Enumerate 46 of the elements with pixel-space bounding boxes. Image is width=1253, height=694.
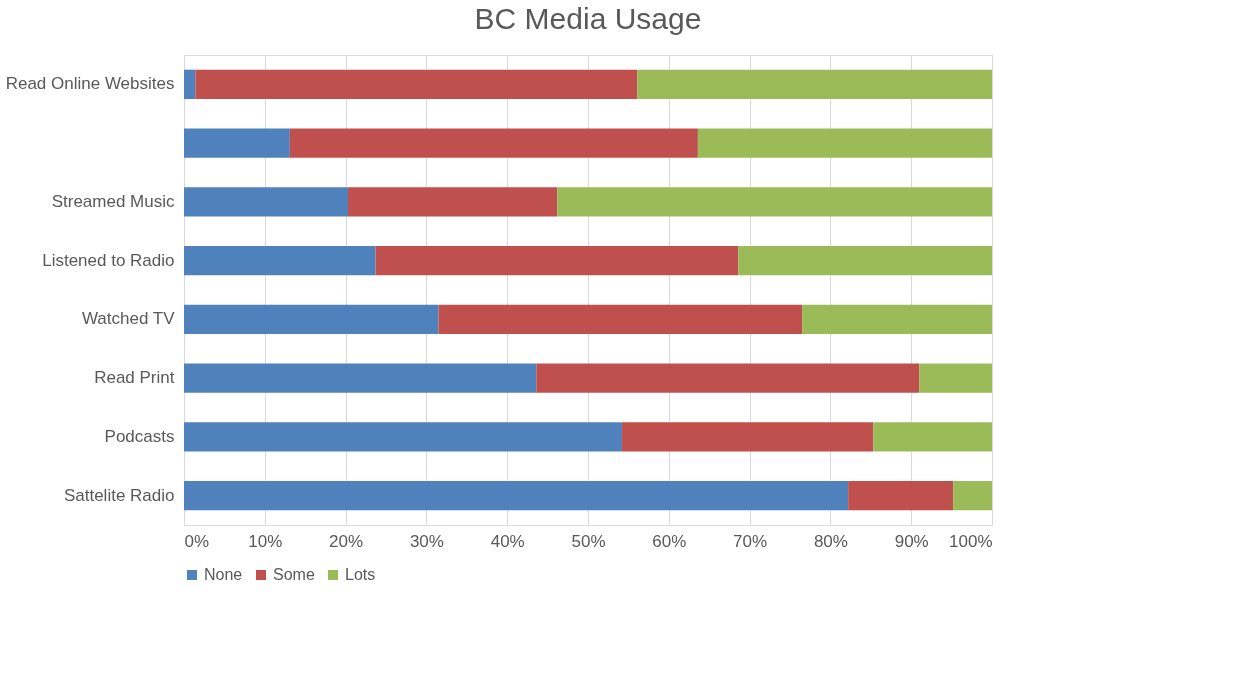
bar <box>873 422 992 452</box>
x-tick-label: 80% <box>813 531 848 551</box>
bar <box>637 69 992 100</box>
y-tick-label: Streamed Music <box>51 191 175 211</box>
x-tick-label: 70% <box>733 531 768 551</box>
y-tick-label: Read Online Websites <box>5 74 175 94</box>
bar <box>184 304 439 335</box>
x-tick-label: 0% <box>184 531 210 551</box>
y-tick-label: Read Print <box>94 368 175 388</box>
x-tick-label: 50% <box>571 531 606 551</box>
x-tick-label: 30% <box>409 531 444 551</box>
bar <box>195 69 638 100</box>
bar <box>184 69 196 100</box>
x-tick-label: 100% <box>949 531 993 551</box>
legend-label: None <box>204 566 243 583</box>
bar <box>953 480 992 511</box>
bar <box>184 245 376 276</box>
bar <box>697 128 992 158</box>
x-tick-label: 40% <box>490 531 525 551</box>
bar <box>184 422 622 452</box>
bar <box>536 363 920 393</box>
bar <box>375 245 739 276</box>
y-tick-label: Sattelite Radio <box>63 485 175 505</box>
bar <box>289 128 698 158</box>
bar <box>738 245 992 276</box>
bar <box>621 422 874 452</box>
legend-label: Some <box>273 566 315 583</box>
legend-label: Lots <box>345 566 376 583</box>
y-tick-label: Watched TV <box>81 309 176 329</box>
bar <box>438 304 803 335</box>
y-tick-label: Listened to Radio <box>42 250 175 270</box>
x-tick-label: 20% <box>329 531 364 551</box>
bar <box>848 480 954 511</box>
bar <box>184 128 290 158</box>
y-tick-label: Podcasts <box>104 426 175 446</box>
bar <box>348 187 558 217</box>
bar <box>184 187 349 217</box>
bar <box>184 363 537 393</box>
bar <box>184 480 849 511</box>
bar <box>557 187 992 217</box>
x-tick-label: 60% <box>652 531 687 551</box>
bar <box>919 363 992 393</box>
x-tick-label: 90% <box>894 531 929 551</box>
chart-title: BC Media Usage <box>474 2 702 35</box>
x-tick-label: 10% <box>248 531 283 551</box>
bar <box>802 304 992 335</box>
